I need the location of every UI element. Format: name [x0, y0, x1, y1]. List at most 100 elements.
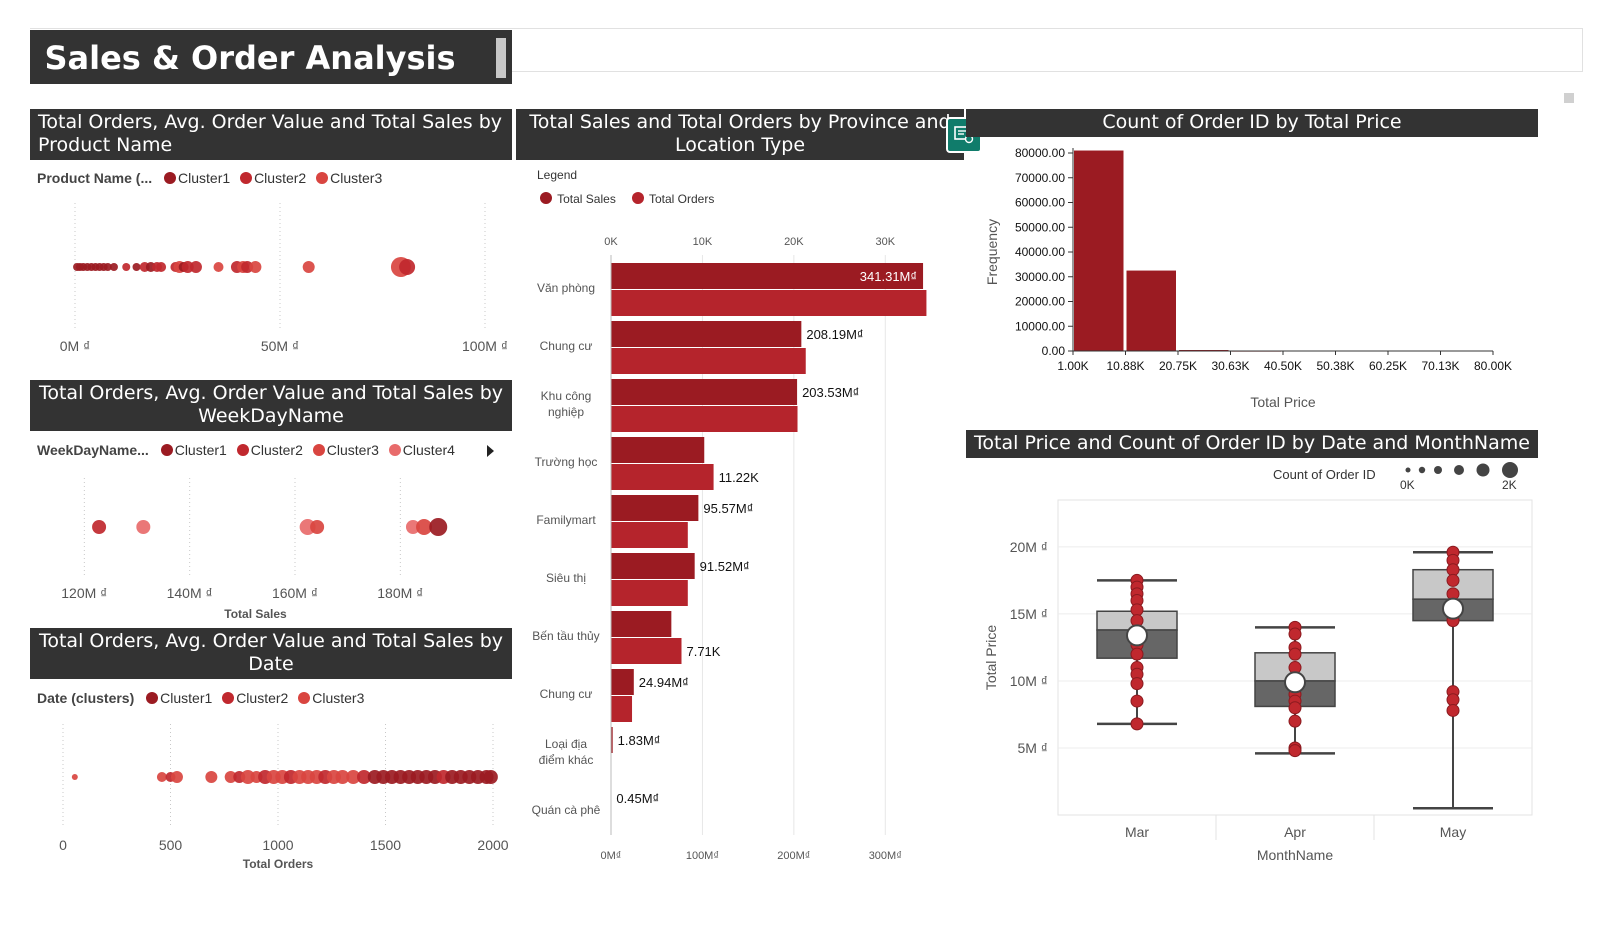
y-tick-label: 40000.00: [1015, 245, 1065, 259]
boxplot-panel-title: Total Price and Count of Order ID by Dat…: [966, 430, 1538, 458]
weekday-panel-title: Total Orders, Avg. Order Value and Total…: [30, 380, 512, 431]
x-tick-label: Apr: [1284, 824, 1306, 840]
bar-total-orders: [611, 522, 688, 548]
legend-item-cluster4[interactable]: Cluster4: [388, 442, 455, 458]
data-point: [1446, 573, 1460, 587]
bottom-axis-tick-label: 300M₫: [869, 850, 902, 862]
size-legend-dot: [1502, 462, 1518, 478]
x-tick-label: 10.88K: [1106, 359, 1144, 373]
histogram-bar: [1126, 270, 1176, 351]
scatter-point: [483, 770, 498, 784]
y-tick-label: 10000.00: [1015, 319, 1065, 333]
legend-item-cluster3[interactable]: Cluster3: [316, 170, 382, 186]
x-tick-label: 0M ₫: [60, 338, 91, 354]
size-legend-dot: [1405, 467, 1411, 473]
data-point: [1288, 744, 1302, 758]
size-legend-dot: [1454, 465, 1464, 475]
data-label: 24.94M₫: [639, 675, 689, 690]
legend-item-cluster3[interactable]: Cluster3: [298, 690, 364, 706]
visual-handle[interactable]: [1564, 93, 1574, 103]
x-axis-label: MonthName: [1257, 847, 1333, 863]
x-tick-label: 1000: [262, 837, 293, 853]
data-label: 91.52M₫: [700, 559, 750, 574]
product-panel-title: Total Orders, Avg. Order Value and Total…: [30, 109, 512, 160]
size-legend-dots: [1405, 462, 1518, 478]
data-point: [1130, 717, 1144, 731]
y-tick-label: 80000.00: [1015, 146, 1065, 160]
data-point: [1446, 703, 1460, 717]
data-point: [1288, 627, 1302, 641]
scatter-point: [335, 770, 350, 784]
bar-total-orders: [611, 464, 714, 490]
bar-total-orders: [611, 290, 927, 316]
data-point: [1130, 677, 1144, 691]
province-legend: Total Sales Total Orders: [540, 192, 720, 206]
legend-item-cluster2[interactable]: Cluster2: [222, 690, 288, 706]
data-label: 11.22K: [719, 470, 760, 485]
scatter-point: [156, 262, 167, 272]
date-scatter-chart[interactable]: 0 500 1000 1500 2000 Total Orders: [30, 718, 520, 878]
cluster3-dot-icon: [316, 172, 329, 184]
legend-next-button[interactable]: [487, 443, 494, 461]
x-tick-label: 70.13K: [1421, 359, 1459, 373]
legend-item-cluster1[interactable]: Cluster1: [164, 170, 230, 186]
plot-area: [1057, 499, 1533, 816]
legend-item-cluster1[interactable]: Cluster1: [146, 690, 212, 706]
bar-total-sales: [611, 379, 798, 405]
bar-total-orders: [611, 348, 806, 374]
x-tick-label: 180M ₫: [377, 585, 423, 601]
data-point: [1446, 563, 1460, 577]
legend-item-cluster2[interactable]: Cluster2: [236, 442, 303, 458]
date-panel-title: Total Orders, Avg. Order Value and Total…: [30, 628, 512, 679]
size-legend-max: 2K: [1502, 478, 1517, 492]
scatter-point: [224, 771, 237, 783]
legend-item-cluster3[interactable]: Cluster3: [312, 442, 379, 458]
y-tick-label: 50000.00: [1015, 220, 1065, 234]
month-boxplot-chart[interactable]: 5M ₫ 10M ₫ 15M ₫ 20M ₫ Total Price Mar Apr May M…: [966, 495, 1566, 875]
price-histogram-chart[interactable]: 0.00 10000.00 20000.00 30000.00 40000.00 5000…: [966, 140, 1566, 420]
scatter-point: [310, 520, 325, 534]
cluster4-dot-icon: [388, 444, 401, 456]
product-scatter-chart[interactable]: 0M ₫ 50M ₫ 100M ₫: [30, 195, 520, 365]
scatter-point: [132, 263, 141, 271]
category-label: Familymart: [536, 513, 596, 527]
scatter-point: [416, 519, 433, 535]
province-panel-title: Total Sales and Total Orders by Province…: [516, 109, 964, 160]
title-scrollbar[interactable]: [496, 38, 506, 78]
scatter-point: [357, 770, 371, 784]
data-point: [1288, 647, 1302, 661]
top-axis-tick-label: 20K: [784, 236, 804, 248]
bar-total-sales: [611, 495, 699, 521]
data-point: [1288, 701, 1302, 715]
scatter-point: [189, 261, 202, 273]
bar-total-orders: [611, 638, 682, 664]
scatter-point: [405, 520, 420, 534]
bar-total-sales: [611, 437, 705, 463]
mean-marker: [1126, 624, 1148, 647]
province-bar-chart[interactable]: 0K 10K 20K 30K 0M₫ 100M₫ 200M₫ 300M₫ Văn phòng 34…: [516, 225, 966, 875]
x-tick-label: 50M ₫: [261, 338, 299, 354]
legend-item-cluster1[interactable]: Cluster1: [160, 442, 227, 458]
top-axis-tick-label: 30K: [875, 236, 895, 248]
x-tick-label: 120M ₫: [61, 585, 107, 601]
data-label: 95.57M₫: [703, 501, 753, 516]
copy-visual-icon: [954, 126, 974, 144]
y-axis-label: Frequency: [984, 219, 1000, 285]
legend-item-cluster2[interactable]: Cluster2: [240, 170, 306, 186]
scatter-point: [122, 263, 131, 271]
data-label: 7.71K: [686, 644, 720, 659]
mean-marker: [1284, 671, 1306, 694]
mean-marker: [1442, 597, 1464, 620]
weekday-scatter-chart[interactable]: 120M ₫ 140M ₫ 160M ₫ 180M ₫ Total Sales: [30, 470, 520, 625]
data-label: 1.83M₫: [618, 733, 661, 748]
y-axis-label: Total Price: [983, 625, 999, 691]
histogram-bar: [1074, 150, 1124, 351]
y-tick-label: 30000.00: [1015, 270, 1065, 284]
cluster1-dot-icon: [160, 444, 173, 456]
size-legend-dot: [1418, 466, 1426, 474]
y-tick-label: 5M ₫: [1017, 740, 1048, 756]
data-label: 341.31M₫: [860, 269, 917, 284]
product-legend-label: Product Name (...: [37, 170, 153, 186]
legend-item-total-orders[interactable]: Total Orders: [631, 192, 714, 206]
legend-item-total-sales[interactable]: Total Sales: [540, 192, 616, 206]
